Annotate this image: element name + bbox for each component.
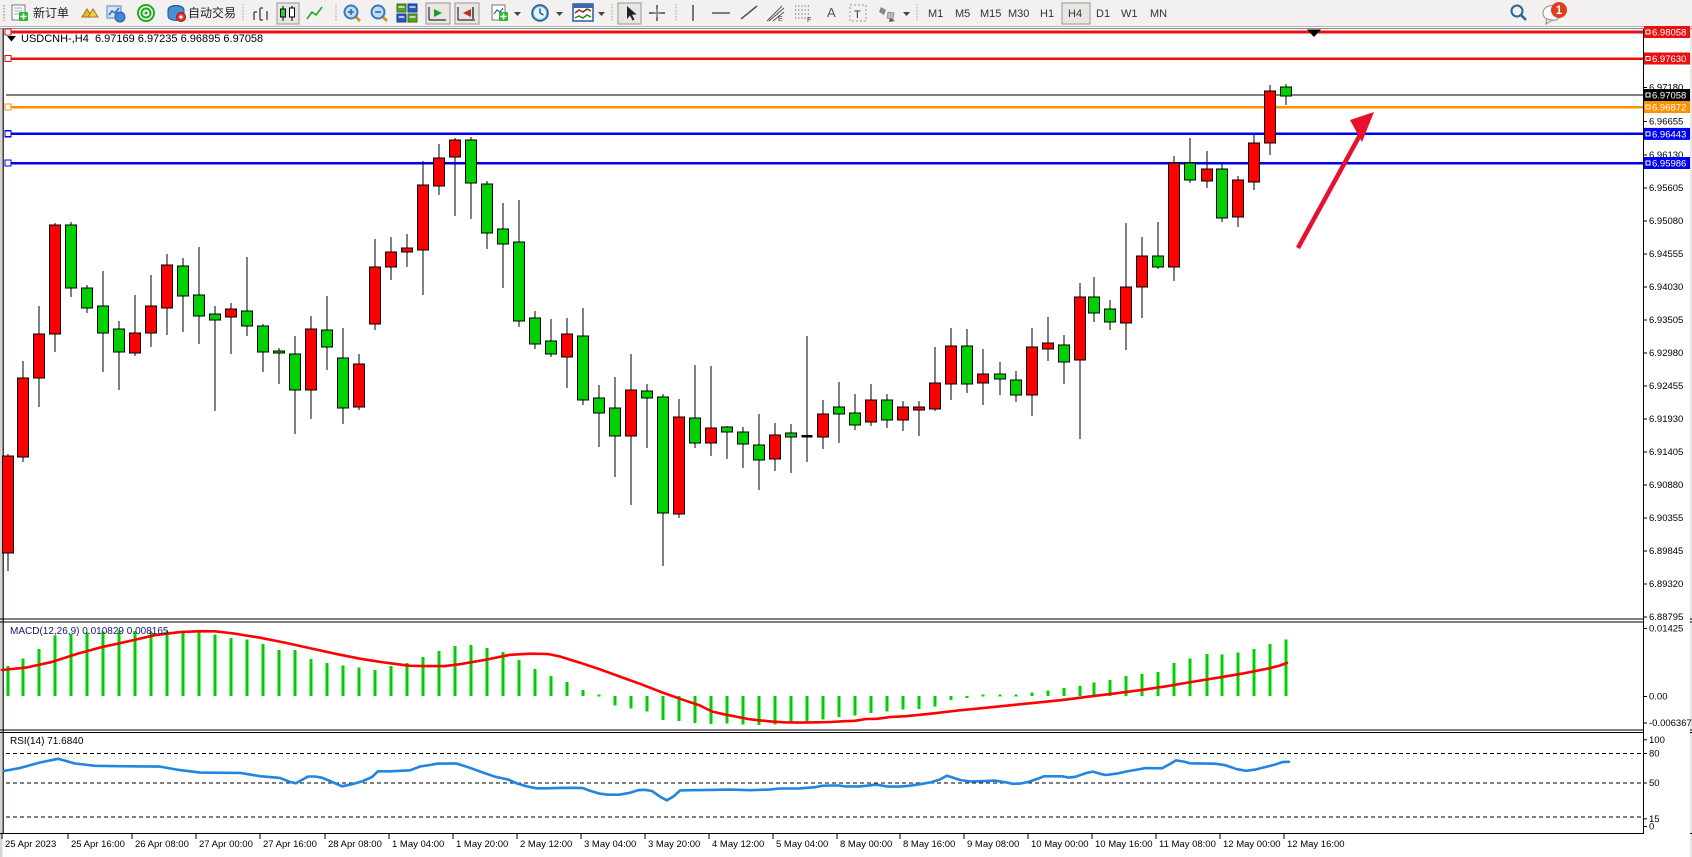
svg-text:-0.006367: -0.006367	[1649, 718, 1692, 729]
svg-text:RSI(14) 71.6840: RSI(14) 71.6840	[10, 736, 84, 747]
svg-text:10 May 00:00: 10 May 00:00	[1031, 839, 1089, 850]
svg-text:H4: H4	[1068, 8, 1082, 20]
svg-text:6.91930: 6.91930	[1649, 414, 1683, 425]
svg-text:50: 50	[1649, 778, 1660, 789]
svg-text:M15: M15	[980, 8, 1001, 20]
svg-text:3 May 04:00: 3 May 04:00	[584, 839, 636, 850]
svg-text:6.98058: 6.98058	[1652, 28, 1686, 39]
svg-text:2 May 12:00: 2 May 12:00	[520, 839, 572, 850]
svg-text:USDCNH-,H4 6.97169 6.97235 6.: USDCNH-,H4 6.97169 6.97235 6.96895 6.970…	[21, 33, 263, 45]
svg-text:6.89845: 6.89845	[1649, 546, 1683, 557]
svg-text:8 May 16:00: 8 May 16:00	[903, 839, 955, 850]
svg-text:6.91405: 6.91405	[1649, 447, 1683, 458]
svg-text:6.95605: 6.95605	[1649, 183, 1683, 194]
svg-text:25 Apr 16:00: 25 Apr 16:00	[71, 839, 125, 850]
svg-text:6.96872: 6.96872	[1652, 103, 1686, 114]
svg-text:6.97180: 6.97180	[1649, 83, 1683, 94]
svg-text:80: 80	[1649, 749, 1660, 760]
svg-text:6.97630: 6.97630	[1652, 54, 1686, 65]
svg-text:M5: M5	[955, 8, 970, 20]
svg-text:6.90355: 6.90355	[1649, 513, 1683, 524]
svg-text:6.92980: 6.92980	[1649, 348, 1683, 359]
svg-text:27 Apr 16:00: 27 Apr 16:00	[263, 839, 317, 850]
svg-text:W1: W1	[1121, 8, 1138, 20]
svg-text:M1: M1	[928, 8, 943, 20]
svg-text:6.90880: 6.90880	[1649, 480, 1683, 491]
svg-text:6.96443: 6.96443	[1652, 129, 1686, 140]
svg-text:MACD(12,26,9) 0.010829 0.00816: MACD(12,26,9) 0.010829 0.008165	[10, 626, 169, 637]
svg-text:100: 100	[1649, 735, 1665, 746]
svg-text:6.95080: 6.95080	[1649, 216, 1683, 227]
svg-text:1 May 04:00: 1 May 04:00	[392, 839, 444, 850]
svg-text:0.00: 0.00	[1649, 692, 1668, 703]
svg-text:1: 1	[1556, 5, 1563, 17]
svg-text:H1: H1	[1040, 8, 1054, 20]
svg-text:4 May 12:00: 4 May 12:00	[712, 839, 764, 850]
svg-text:3 May 20:00: 3 May 20:00	[648, 839, 700, 850]
svg-text:27 Apr 00:00: 27 Apr 00:00	[199, 839, 253, 850]
svg-text:1 May 20:00: 1 May 20:00	[456, 839, 508, 850]
svg-text:MN: MN	[1150, 8, 1167, 20]
svg-text:11 May 08:00: 11 May 08:00	[1159, 839, 1216, 850]
svg-text:6.93505: 6.93505	[1649, 315, 1683, 326]
svg-text:6.94555: 6.94555	[1649, 249, 1683, 260]
svg-text:10 May 16:00: 10 May 16:00	[1095, 839, 1153, 850]
svg-text:0.01425: 0.01425	[1649, 624, 1683, 635]
svg-text:6.96655: 6.96655	[1649, 117, 1683, 128]
svg-text:T: T	[854, 9, 861, 21]
svg-text:6.88795: 6.88795	[1649, 612, 1683, 623]
svg-text:自动交易: 自动交易	[188, 5, 236, 20]
svg-text:12 May 00:00: 12 May 00:00	[1223, 839, 1281, 850]
svg-text:0: 0	[1649, 822, 1654, 833]
svg-text:5 May 04:00: 5 May 04:00	[776, 839, 828, 850]
svg-text:25 Apr 2023: 25 Apr 2023	[5, 839, 56, 850]
svg-text:15: 15	[1649, 814, 1660, 825]
svg-text:6.96130: 6.96130	[1649, 150, 1683, 161]
svg-text:6.94030: 6.94030	[1649, 282, 1683, 293]
svg-text:6.97058: 6.97058	[1652, 91, 1686, 102]
svg-text:8 May 00:00: 8 May 00:00	[840, 839, 892, 850]
svg-text:新订单: 新订单	[33, 5, 69, 20]
svg-text:F: F	[807, 17, 811, 24]
svg-text:A: A	[827, 5, 836, 20]
svg-text:9 May 08:00: 9 May 08:00	[967, 839, 1019, 850]
svg-text:28 Apr 08:00: 28 Apr 08:00	[328, 839, 382, 850]
svg-text:M30: M30	[1008, 8, 1029, 20]
svg-text:D1: D1	[1096, 8, 1110, 20]
svg-text:6.89320: 6.89320	[1649, 579, 1683, 590]
svg-text:E: E	[778, 16, 783, 23]
svg-text:26 Apr 08:00: 26 Apr 08:00	[135, 839, 189, 850]
svg-text:6.92455: 6.92455	[1649, 381, 1683, 392]
svg-text:6.95986: 6.95986	[1652, 159, 1686, 170]
svg-text:12 May 16:00: 12 May 16:00	[1287, 839, 1345, 850]
